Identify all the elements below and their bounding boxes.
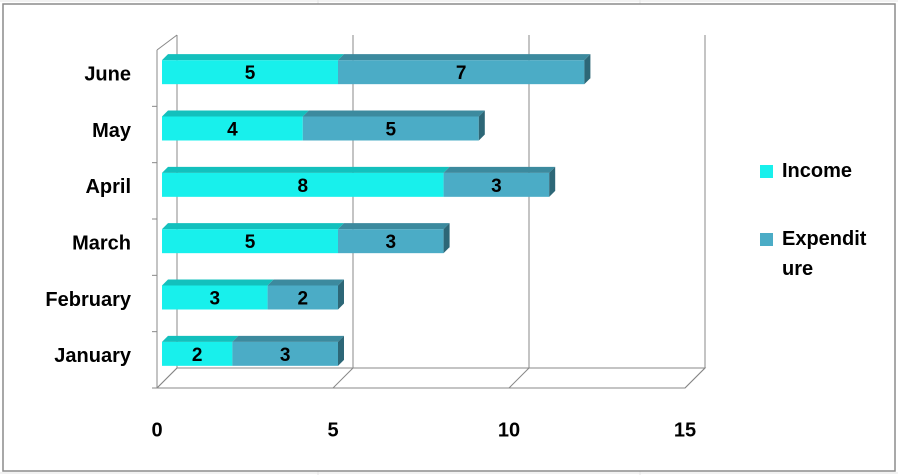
bar-segment [232,341,338,366]
y-tick-label: January [54,345,132,367]
grid-line [332,35,354,389]
bar-side [584,54,591,85]
grid-line [156,35,178,389]
y-tick-label: February [45,289,131,311]
bar-side [443,223,450,254]
data-label: 3 [280,345,291,366]
y-tick-label: April [85,176,131,198]
legend: Income Expenditure [760,156,870,322]
legend-swatch [760,165,773,178]
x-tick-label: 10 [498,419,520,441]
bar-top [302,110,485,117]
bar-segment [267,285,338,310]
bar-top [162,223,344,230]
bar-top [338,54,591,61]
legend-swatch [760,233,773,246]
bar-segment [338,60,585,85]
y-tick-label: June [84,63,131,85]
data-label: 2 [192,345,203,366]
y-tick-label: March [72,232,131,254]
y-tick-label: May [92,120,132,142]
data-label: 3 [386,232,397,253]
bar-top [443,166,556,173]
data-label: 3 [491,176,502,197]
grid-line [684,35,706,389]
x-tick-label: 0 [151,419,162,441]
grid-line [508,35,530,389]
bar-segment [162,229,338,254]
data-label: 4 [227,120,238,141]
bar-segment [162,341,233,366]
bar-segment [338,229,444,254]
bar-segment [162,285,268,310]
data-label: 5 [245,63,256,84]
y-axis-top [156,34,178,51]
floor [155,367,707,389]
bar-segment [302,116,479,141]
bar-top [162,110,309,117]
bar-segment [162,116,303,141]
legend-item: Income [760,156,870,186]
bar-top [338,223,450,230]
bar-top [267,279,344,286]
legend-label: Expenditure [782,228,867,280]
data-label: 2 [298,289,309,310]
data-label: 5 [245,232,256,253]
bar-top [162,335,239,342]
legend-item: Expenditure [760,224,870,284]
data-label: 7 [456,63,467,84]
bar-top [162,166,450,173]
bar-side [478,110,485,141]
x-tick-label: 15 [674,419,696,441]
bar-segment [162,60,338,85]
bar-top [162,54,344,61]
legend-label: Income [782,160,853,182]
data-label: 8 [298,176,309,197]
bar-side [338,335,344,366]
bar-side [338,279,344,310]
bar-top [162,279,274,286]
bar-top [232,335,344,342]
bar-segment [162,172,444,197]
bar-side [549,166,556,197]
data-label: 5 [386,120,397,141]
data-label: 3 [210,289,221,310]
x-tick-label: 5 [327,419,338,441]
bar-segment [443,172,550,197]
